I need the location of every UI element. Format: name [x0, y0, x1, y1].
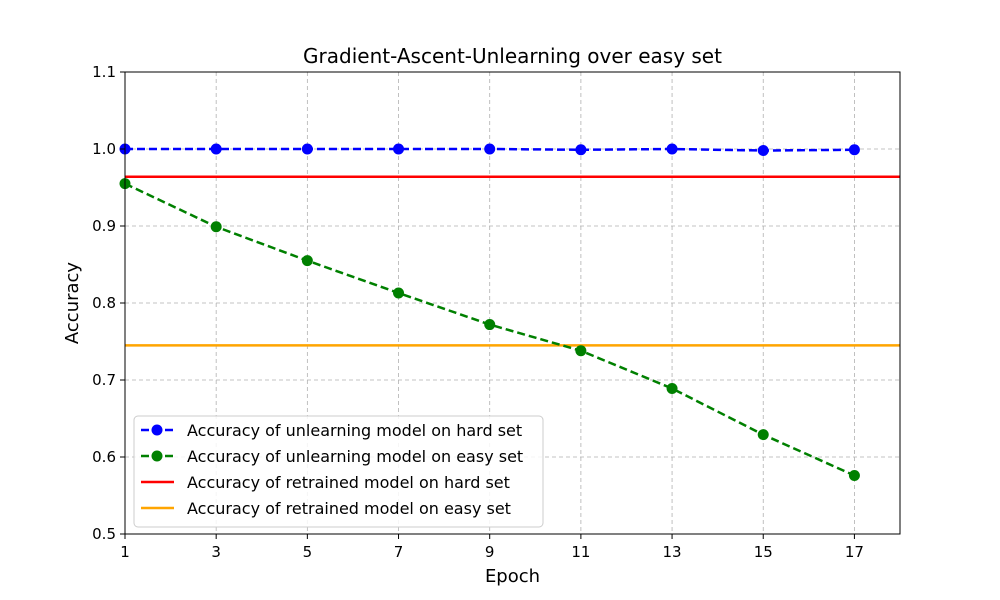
data-point: [757, 145, 769, 157]
data-point: [575, 345, 587, 357]
legend-label: Accuracy of unlearning model on easy set: [187, 447, 523, 466]
data-point: [575, 144, 587, 156]
x-tick-label: 15: [754, 543, 773, 561]
y-tick-label: 0.6: [92, 448, 116, 466]
y-axis-label: Accuracy: [62, 262, 83, 345]
data-point: [210, 221, 222, 233]
y-tick-label: 1.1: [92, 63, 116, 81]
x-axis-label: Epoch: [485, 566, 540, 587]
x-tick-label: 1: [120, 543, 130, 561]
data-point: [301, 255, 313, 267]
data-point: [210, 143, 222, 155]
x-tick-label: 5: [303, 543, 313, 561]
data-point: [757, 429, 769, 441]
y-tick-label: 0.7: [92, 371, 116, 389]
chart-title: Gradient-Ascent-Unlearning over easy set: [303, 44, 722, 68]
legend: Accuracy of unlearning model on hard set…: [133, 415, 544, 528]
x-tick-label: 3: [211, 543, 221, 561]
legend-marker: [151, 450, 163, 462]
x-tick-label: 11: [571, 543, 590, 561]
data-point: [393, 287, 405, 299]
legend-label: Accuracy of retrained model on hard set: [187, 473, 510, 492]
y-tick-label: 0.9: [92, 217, 116, 235]
legend-marker: [151, 424, 163, 436]
axis-ticks: 1 3 5 7 9 11 13 15 170.50.60.70.80.91.01.1: [92, 63, 864, 561]
legend-label: Accuracy of unlearning model on hard set: [187, 421, 522, 440]
y-tick-label: 0.5: [92, 525, 116, 543]
y-tick-label: 1.0: [92, 140, 116, 158]
x-tick-label: 9: [485, 543, 495, 561]
series-lines: [119, 143, 860, 481]
data-point: [484, 319, 496, 331]
y-tick-label: 0.8: [92, 294, 116, 312]
data-point: [484, 143, 496, 155]
data-point: [666, 143, 678, 155]
x-tick-label: 17: [845, 543, 864, 561]
x-tick-label: 13: [663, 543, 682, 561]
data-point: [393, 143, 405, 155]
reference-lines: [125, 175, 900, 347]
data-point: [301, 143, 313, 155]
legend-label: Accuracy of retrained model on easy set: [187, 499, 511, 518]
data-point: [666, 382, 678, 394]
data-point: [848, 469, 860, 481]
data-point: [848, 144, 860, 156]
x-tick-label: 7: [394, 543, 404, 561]
legend-box: [133, 415, 544, 528]
